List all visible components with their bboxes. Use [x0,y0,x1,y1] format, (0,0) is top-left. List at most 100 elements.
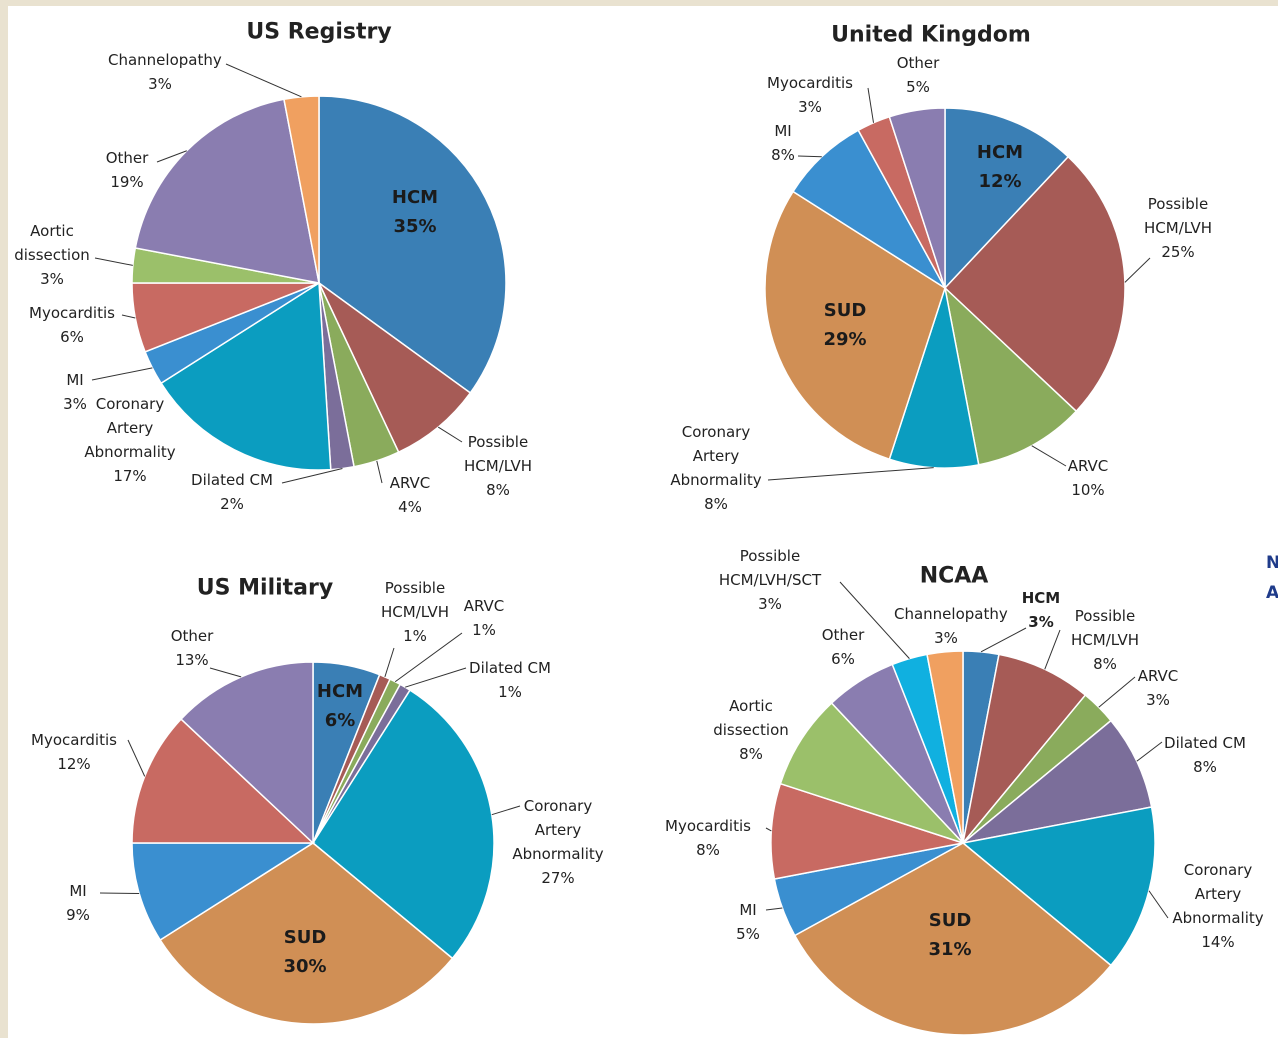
slice-label: Possible HCM/LVH/SCT 3% [718,544,822,616]
value-label: 8% [739,745,763,763]
category-label: Possible HCM/LVH [1144,195,1212,237]
slice-label: HCM 6% [288,677,392,735]
leader-line [156,150,187,163]
pie-slice [179,661,314,845]
value-label: 5% [906,78,930,96]
leader-line [1044,629,1061,670]
value-label: 1% [498,683,522,701]
category-label: Coronary Artery Abnormality [1172,861,1264,927]
category-label: Possible HCM/LVH [464,433,532,475]
leader-line [1148,890,1169,919]
value-label: 2% [220,495,244,513]
leader-line [94,257,133,266]
slice-label: Myocarditis 8% [656,814,760,862]
slice-label: ARVC 1% [432,594,536,642]
slice-label: Myocarditis 12% [22,728,126,776]
slice-label: Channelopathy 3% [108,48,222,96]
leader-line [225,63,302,98]
leader-line [91,367,153,381]
value-label: 3% [148,75,172,93]
chart-title: US Military [196,575,334,601]
category-label: HCM [1021,589,1061,607]
value-label: 8% [486,481,510,499]
category-label: ARVC [389,474,431,492]
category-label: MI [66,371,84,389]
leader-line [867,87,875,123]
value-label: 27% [541,869,575,887]
slice-label: Possible HCM/LVH 8% [446,430,550,502]
category-label: Other [105,149,149,167]
leader-line [127,739,146,777]
slice-label: Coronary Artery Abnormality 27% [506,794,610,890]
leader-line [1031,445,1067,467]
category-label: HCM [976,142,1024,163]
category-label: Other [896,54,940,72]
value-label: 3% [1028,613,1054,631]
leader-line [1124,257,1151,283]
pie-slice [944,107,1070,290]
pie-slice [926,650,964,844]
slice-label: Dilated CM 2% [180,468,284,516]
value-label: 1% [403,627,427,645]
slice-label: Other 19% [75,146,179,194]
slice-label: ARVC 10% [1036,454,1140,502]
category-label: ARVC [1137,667,1179,685]
category-label: HCM [391,187,439,208]
leader-line [209,667,242,678]
slice-label: ARVC 3% [1106,664,1210,712]
leader-line [121,314,136,319]
leader-line [394,632,463,683]
slice-label: Other 13% [140,624,244,672]
leader-line [765,907,783,911]
slice-label: HCM 35% [363,183,467,241]
slice-label: HCM 12% [948,138,1052,196]
value-label: 6% [324,710,356,731]
value-label: 29% [823,329,867,350]
pie-slice [793,842,1112,1036]
category-label: Possible HCM/LVH [381,579,449,621]
value-label: 13% [175,651,209,669]
slice-label: HCM 3% [989,586,1093,634]
category-label: Coronary Artery Abnormality [512,797,604,863]
value-label: 19% [110,173,144,191]
value-label: 8% [1093,655,1117,673]
pie-slice [962,653,1087,844]
pie-slice [943,155,1126,413]
category-label: Possible HCM/LVH [1071,607,1139,649]
category-label: Other [170,627,214,645]
value-label: 1% [472,621,496,639]
value-label: 3% [1146,691,1170,709]
chart-title: United Kingdom [831,22,1031,48]
pie-slice [888,287,980,469]
value-label: 8% [696,841,720,859]
value-label: 3% [40,270,64,288]
value-label: 8% [1193,758,1217,776]
category-label: Dilated CM [1164,734,1246,752]
leader-line [1136,741,1163,762]
value-label: 6% [831,650,855,668]
pie-slice [888,107,946,289]
slice-label: MI 8% [731,119,835,167]
category-label: MI [739,901,757,919]
leader-line [376,460,383,484]
category-label: SUD [283,927,327,948]
value-label: 3% [934,629,958,647]
category-label: ARVC [1067,457,1109,475]
category-label: ARVC [463,597,505,615]
value-label: 9% [66,906,90,924]
slice-label: Coronary Artery Abnormality 14% [1166,858,1270,954]
category-label: Myocarditis [767,74,853,92]
category-label: SUD [823,300,867,321]
value-label: 31% [928,939,972,960]
category-label: MI [69,882,87,900]
pie-slice [962,719,1153,844]
slice-label: SUD 30% [253,923,357,981]
category-label: Channelopathy [108,51,222,69]
value-label: 30% [283,956,327,977]
slice-label: MI 3% [23,368,127,416]
category-label: SUD [928,910,972,931]
value-label: 8% [704,495,728,513]
category-label: Myocarditis [29,304,115,322]
slice-label: Other 5% [866,51,970,99]
